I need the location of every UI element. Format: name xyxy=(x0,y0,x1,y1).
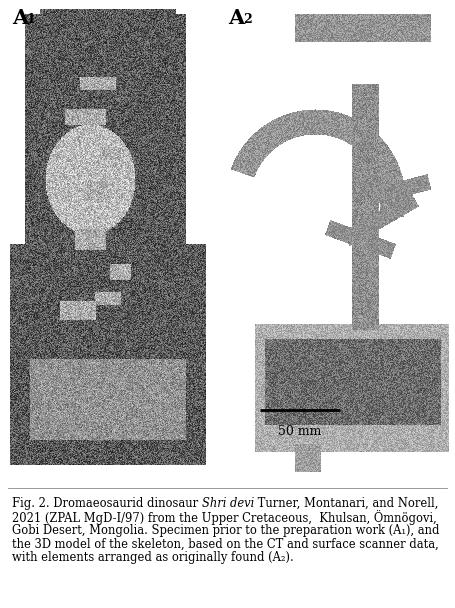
Text: A: A xyxy=(228,8,244,28)
Text: with elements arranged as originally found (A₂).: with elements arranged as originally fou… xyxy=(12,551,294,564)
Text: 50 mm: 50 mm xyxy=(278,425,322,438)
Text: Fig. 2. Dromaeosaurid dinosaur: Fig. 2. Dromaeosaurid dinosaur xyxy=(12,497,202,510)
Text: the 3D model of the skeleton, based on the CT and surface scanner data,: the 3D model of the skeleton, based on t… xyxy=(12,537,439,550)
Text: Turner, Montanari, and Norell,: Turner, Montanari, and Norell, xyxy=(254,497,438,510)
Text: 1: 1 xyxy=(27,13,36,26)
Text: Shri devi: Shri devi xyxy=(202,497,254,510)
Text: Gobi Desert, Mongolia. Specimen prior to the preparation work (A₁), and: Gobi Desert, Mongolia. Specimen prior to… xyxy=(12,524,440,537)
Text: 2: 2 xyxy=(243,13,252,26)
Text: 2021 (ZPAL MgD-I/97) from the Upper Cretaceous,  Khulsan, Ömnögovi,: 2021 (ZPAL MgD-I/97) from the Upper Cret… xyxy=(12,511,437,525)
Text: A: A xyxy=(12,8,28,28)
